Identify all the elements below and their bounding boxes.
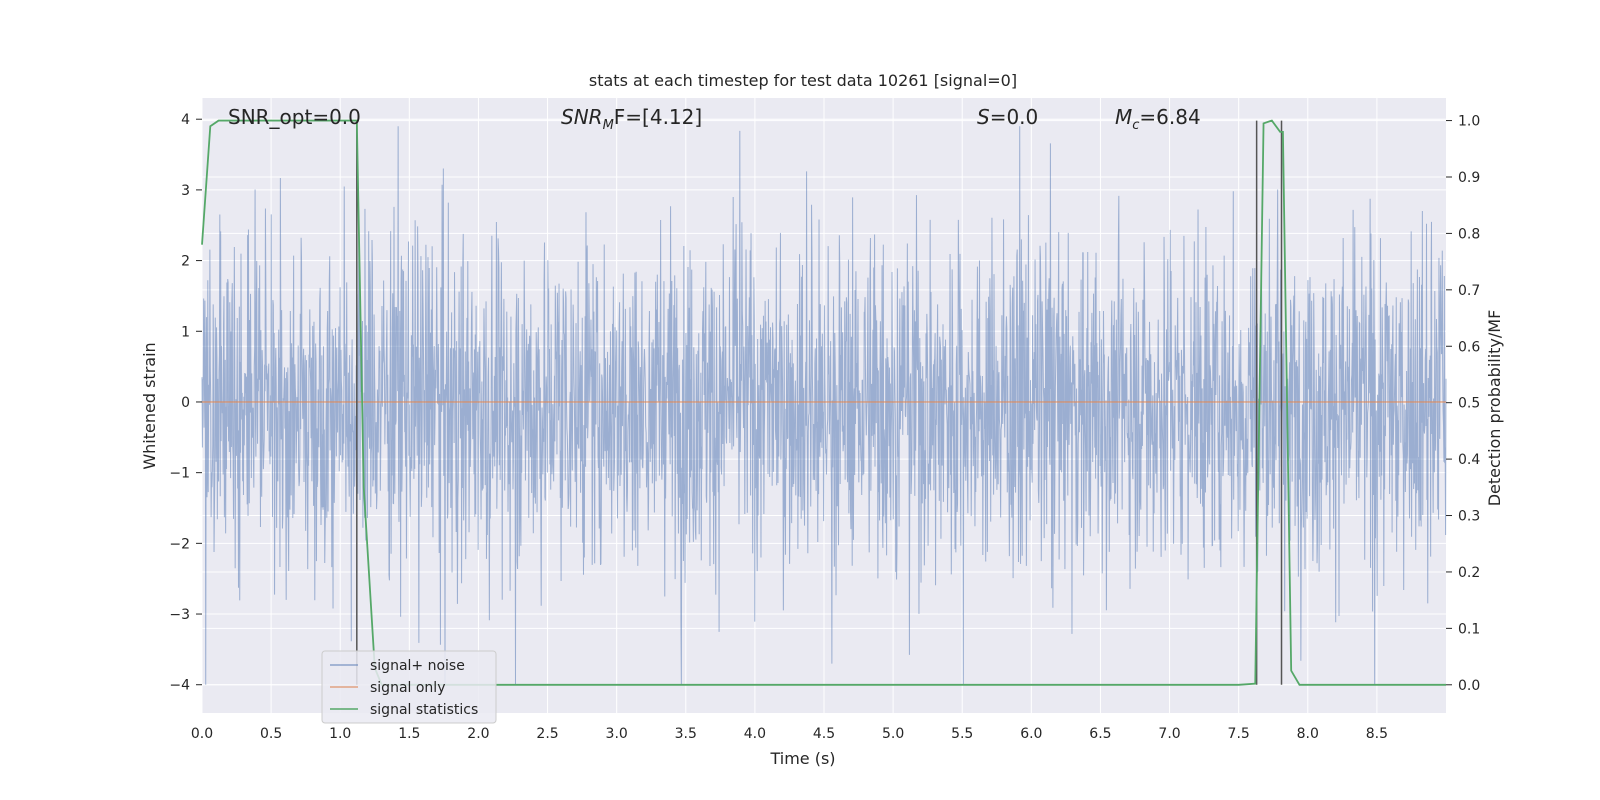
y2-tick-label: 0.7 [1458,283,1480,299]
x-tick-label: 5.5 [951,726,973,742]
x-tick-label: 1.0 [329,726,351,742]
legend: signal+ noise signal only signal statist… [321,650,497,724]
y2-tick-label: 0.6 [1458,339,1480,355]
x-tick-label: 2.0 [467,726,489,742]
snr-mf-subscript: M [603,118,614,133]
x-tick-label: 1.5 [398,726,420,742]
y2-tick-label: 0.0 [1458,678,1480,694]
y-tick-label: 4 [181,112,190,128]
x-tick-label: 0.0 [191,726,213,742]
y2-tick-label: 0.5 [1458,396,1480,412]
x-tick-label: 6.5 [1089,726,1111,742]
y2-tick-label: 0.3 [1458,509,1480,525]
snr-mf-annotation: SNRMF=[4.12] [561,105,702,133]
snr-mf-suffix: F=[4.12] [614,105,702,129]
y-tick-label: 3 [181,183,190,199]
s-annotation: S=0.0 [977,105,1038,129]
mc-subscript: c [1132,118,1139,133]
x-tick-label: 4.0 [744,726,766,742]
y2-tick-label: 0.8 [1458,226,1480,242]
s-suffix: =0.0 [990,105,1039,129]
x-tick-label: 0.5 [260,726,282,742]
x-axis-ticks: 0.0 0.5 1.0 1.5 2.0 2.5 3.0 3.5 4.0 4.5 5.0 5.5 6.0 6… [191,726,1388,742]
chart-title: stats at each timestep for test data 102… [589,71,1017,90]
series-signal-noise [201,126,1447,685]
x-tick-label: 7.0 [1158,726,1180,742]
y2-axis-ticks: 0.0 0.1 0.2 0.3 0.4 0.5 0.6 0.7 0.8 0.9 1.0 [1446,114,1480,694]
y2-tick-label: 0.1 [1458,621,1480,637]
legend-label-signal-only: signal only [370,680,445,696]
y-tick-label: 0 [181,395,190,411]
y-tick-label: −1 [169,466,190,482]
y2-axis-label: Detection probability/MF [1485,310,1504,507]
y-tick-label: 2 [181,254,190,270]
s-prefix: S [977,105,990,129]
x-tick-label: 2.5 [536,726,558,742]
y-tick-label: −4 [169,678,190,694]
series-signal-statistics [201,119,1446,686]
signal-statistics-line [201,119,1446,686]
snr-mf-prefix: SNR [561,105,603,129]
x-tick-label: 7.5 [1228,726,1250,742]
x-tick-label: 6.0 [1020,726,1042,742]
x-tick-label: 8.5 [1366,726,1388,742]
legend-label-signal-noise: signal+ noise [370,658,465,674]
y-tick-label: −2 [169,536,190,552]
y-axis-label: Whitened strain [140,342,159,469]
x-tick-label: 3.0 [606,726,628,742]
mc-suffix: =6.84 [1139,105,1200,129]
x-tick-label: 8.0 [1297,726,1319,742]
x-axis-label: Time (s) [769,749,835,768]
y-axis-ticks: −4 −3 −2 −1 0 1 2 3 4 [169,112,202,694]
x-tick-label: 4.5 [813,726,835,742]
legend-label-signal-statistics: signal statistics [370,702,478,718]
mc-prefix: M [1115,105,1132,129]
mc-annotation: Mc=6.84 [1115,105,1201,133]
x-tick-label: 3.5 [675,726,697,742]
y2-tick-label: 1.0 [1458,114,1480,130]
y-tick-label: −3 [169,607,190,623]
y2-tick-label: 0.9 [1458,170,1480,186]
x-tick-label: 5.0 [882,726,904,742]
y-tick-label: 1 [181,324,190,340]
snr-opt-annotation: SNR_opt=0.0 [228,105,361,129]
legend-frame [321,650,497,724]
noise-trace [201,126,1447,685]
y2-tick-label: 0.2 [1458,565,1480,581]
y2-tick-label: 0.4 [1458,452,1480,468]
